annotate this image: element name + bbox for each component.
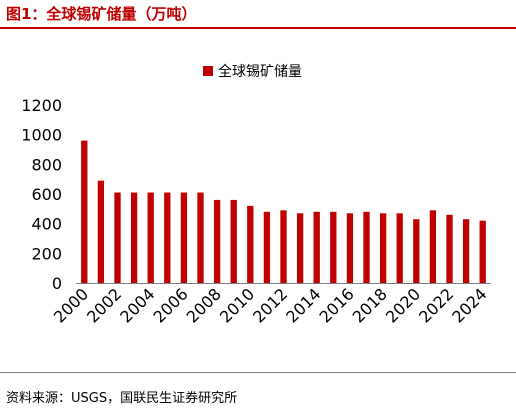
bar-2008 <box>213 199 221 283</box>
y-tick-label: 1200 <box>21 96 62 115</box>
source-note: 资料来源：USGS，国联民生证券研究所 <box>6 391 238 406</box>
bar-2018 <box>379 213 387 283</box>
bar-chart: 全球锡矿储量 0 200 400 600 800 1000 1200 20002002200… <box>21 63 491 327</box>
bar-2001 <box>97 180 105 283</box>
bar-2015 <box>330 211 337 283</box>
bar-2013 <box>296 213 304 283</box>
y-tick-label: 800 <box>31 155 62 174</box>
y-axis-ticks: 0 200 400 600 800 1000 1200 <box>21 96 62 293</box>
legend-swatch <box>203 66 213 76</box>
bar-2019 <box>396 213 403 283</box>
bar-2006 <box>180 192 188 283</box>
bar-2003 <box>130 192 138 283</box>
legend-label: 全球锡矿储量 <box>218 63 302 80</box>
bar-2011 <box>263 211 271 283</box>
bar-2014 <box>313 211 320 283</box>
bar-2005 <box>164 192 171 283</box>
bar-2004 <box>147 192 154 283</box>
x-tick-label: 2008 <box>183 284 225 326</box>
legend: 全球锡矿储量 <box>203 63 302 80</box>
x-tick-label: 2010 <box>216 284 258 326</box>
bars <box>81 140 486 283</box>
x-axis-ticks: 2000200220042006200820102012201420162018… <box>50 284 491 326</box>
x-tick-label: 2024 <box>448 284 490 326</box>
y-tick-label: 0 <box>52 274 62 293</box>
x-tick-label: 2002 <box>83 284 125 326</box>
bar-2002 <box>114 192 121 283</box>
y-tick-label: 600 <box>31 185 62 204</box>
x-tick-label: 2012 <box>249 284 291 326</box>
bar-2023 <box>462 219 470 283</box>
bar-2000 <box>81 140 88 283</box>
y-tick-label: 400 <box>31 215 62 234</box>
bar-2017 <box>363 211 370 283</box>
footer-rule <box>0 372 516 373</box>
figure-title: 图1：全球锡矿储量（万吨） <box>6 5 197 23</box>
x-tick-label: 2014 <box>282 284 324 326</box>
x-tick-label: 2018 <box>349 284 391 326</box>
bar-2021 <box>429 210 437 283</box>
bar-2022 <box>446 214 453 283</box>
bar-2020 <box>413 219 420 283</box>
bar-2016 <box>346 213 354 283</box>
y-tick-label: 1000 <box>21 126 62 145</box>
title-rule <box>0 27 516 29</box>
x-tick-label: 2006 <box>150 284 192 326</box>
x-tick-label: 2004 <box>116 284 158 326</box>
x-tick-label: 2020 <box>382 284 424 326</box>
y-tick-label: 200 <box>31 244 62 263</box>
x-tick-label: 2016 <box>316 284 358 326</box>
bar-2010 <box>247 205 254 283</box>
bar-2024 <box>479 220 486 283</box>
bar-2012 <box>280 210 287 283</box>
bar-2007 <box>197 192 204 283</box>
bar-2009 <box>230 199 237 283</box>
x-tick-label: 2022 <box>415 284 457 326</box>
